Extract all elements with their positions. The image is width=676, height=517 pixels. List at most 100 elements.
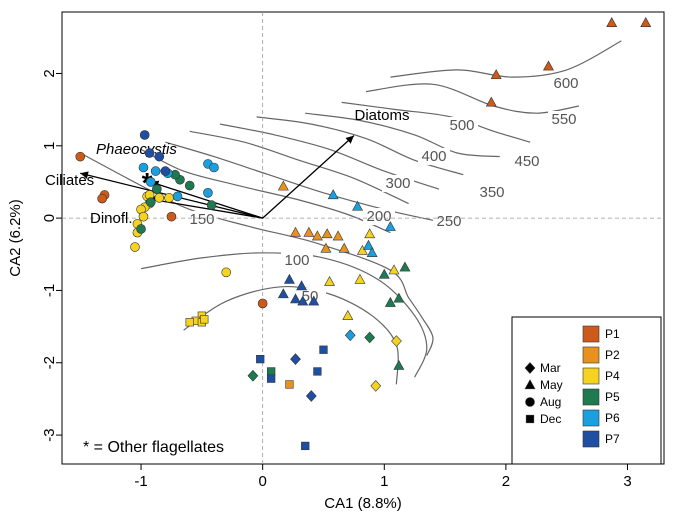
data-point-p6-may — [352, 200, 363, 211]
x-tick-label: 3 — [623, 473, 631, 490]
data-point-p5-may — [393, 292, 405, 303]
contour-label-bg — [550, 75, 582, 92]
data-point-p6-may — [363, 239, 374, 250]
data-point-p6-may — [384, 220, 396, 231]
y-tick-label: 1 — [41, 142, 58, 150]
contour-label: 100 — [284, 252, 309, 269]
data-point-p7-aug — [160, 166, 171, 176]
contour-label: 300 — [385, 175, 410, 192]
legend-series-label: P7 — [605, 432, 620, 446]
data-point-p6-may — [366, 247, 378, 257]
data-point-p7-mar — [305, 390, 317, 402]
legend-month-symbol — [525, 414, 535, 424]
data-point-p4-may — [324, 275, 336, 286]
data-point-p7-dec — [301, 441, 310, 451]
data-point-p4-aug — [138, 211, 149, 222]
contour-line — [305, 112, 500, 158]
legend-swatch-p6 — [582, 409, 600, 427]
data-point-p4-may — [342, 309, 354, 320]
x-tick-label: 2 — [502, 473, 510, 490]
data-point-p1-aug — [97, 193, 107, 204]
contour-label: 600 — [553, 75, 578, 92]
contour-label-bg — [281, 252, 313, 269]
arrow-label: Phaeocystis — [96, 141, 177, 158]
y-tick-label: 0 — [41, 214, 58, 222]
arrow-diatoms — [262, 135, 355, 219]
contour-label-bg — [476, 184, 508, 201]
contour-line — [256, 116, 464, 176]
data-point-p5-aug — [184, 180, 195, 191]
data-point-p2-may — [277, 180, 289, 191]
data-point-p6-aug — [209, 162, 219, 173]
contour-label-bg — [363, 208, 395, 225]
data-point-p2-may — [321, 228, 333, 239]
legend-month-symbol — [524, 362, 536, 374]
contour-label: 400 — [421, 148, 446, 165]
contour-label: 450 — [514, 153, 539, 170]
legend-series-label: P6 — [605, 411, 620, 425]
x-axis-title: CA1 (8.8%) — [324, 495, 402, 512]
data-point-p2-may — [290, 226, 301, 237]
data-point-p6-aug — [150, 166, 161, 176]
legend-month-symbol — [524, 379, 536, 390]
contour-label-bg — [511, 153, 543, 170]
data-point-p4-may — [354, 273, 366, 284]
legend-series-label: P1 — [605, 327, 620, 341]
data-point-p4-mar — [370, 380, 382, 392]
contour-label: 350 — [479, 184, 504, 201]
legend-series-label: P5 — [605, 390, 620, 404]
legend-series-label: P4 — [605, 369, 620, 383]
legend-swatch-p2 — [582, 346, 600, 364]
data-point-p1-may — [606, 17, 618, 27]
contour-label-bg — [186, 211, 218, 228]
data-point-p7-dec — [319, 345, 328, 354]
x-tick-label: 0 — [258, 473, 266, 490]
contour-label: 200 — [366, 208, 391, 225]
contour-line — [140, 148, 391, 234]
y-tick-label: -3 — [41, 428, 58, 441]
data-point-p6-mar — [344, 329, 356, 342]
data-point-p5-aug — [152, 184, 162, 194]
other-flagellates-note: * = Other flagellates — [83, 439, 224, 456]
data-point-p7-dec — [267, 374, 276, 383]
legend-month-symbol — [525, 397, 535, 407]
x-tick-label: -1 — [134, 473, 147, 490]
data-point-p5-aug — [136, 224, 146, 234]
data-point-p7-dec — [256, 355, 265, 364]
legend-month-label: Aug — [540, 395, 561, 409]
data-point-p1-may — [490, 69, 502, 80]
legend-swatch-p4 — [582, 367, 600, 385]
data-point-p1-aug — [257, 298, 268, 309]
data-point-p7-aug — [139, 130, 150, 140]
data-point-p5-mar — [247, 369, 259, 382]
data-point-p4-aug — [164, 193, 174, 203]
data-point-p5-aug — [206, 200, 217, 210]
contour-label-bg — [433, 213, 465, 230]
data-point-p2-dec — [285, 380, 294, 389]
data-point-p1-aug — [75, 151, 86, 162]
contour-label: 550 — [551, 111, 576, 128]
y-tick-label: -2 — [41, 356, 58, 369]
plot-frame — [61, 11, 665, 465]
legend-series-label: P2 — [605, 348, 620, 362]
data-point-p4-mar — [391, 335, 402, 347]
contour-line — [341, 101, 531, 143]
data-point-p6-aug — [138, 162, 149, 173]
x-tick-label: 1 — [380, 473, 388, 490]
data-point-p5-may — [378, 268, 390, 279]
data-point-p2-may — [320, 242, 332, 253]
contour-label-bg — [382, 175, 414, 192]
contour-line — [183, 285, 399, 385]
contour-label: 150 — [189, 211, 214, 228]
legend-month-label: Mar — [540, 361, 561, 375]
data-point-p5-may — [399, 261, 411, 272]
arrow-label: Diatoms — [354, 107, 409, 124]
data-point-p1-may — [543, 60, 554, 71]
y-tick-label: 2 — [41, 69, 58, 77]
data-point-p1-aug — [166, 211, 177, 222]
data-point-p7-may — [283, 273, 295, 284]
contour-line — [390, 40, 622, 78]
legend-swatch-p7 — [582, 430, 600, 448]
data-point-p5-may — [393, 359, 405, 370]
